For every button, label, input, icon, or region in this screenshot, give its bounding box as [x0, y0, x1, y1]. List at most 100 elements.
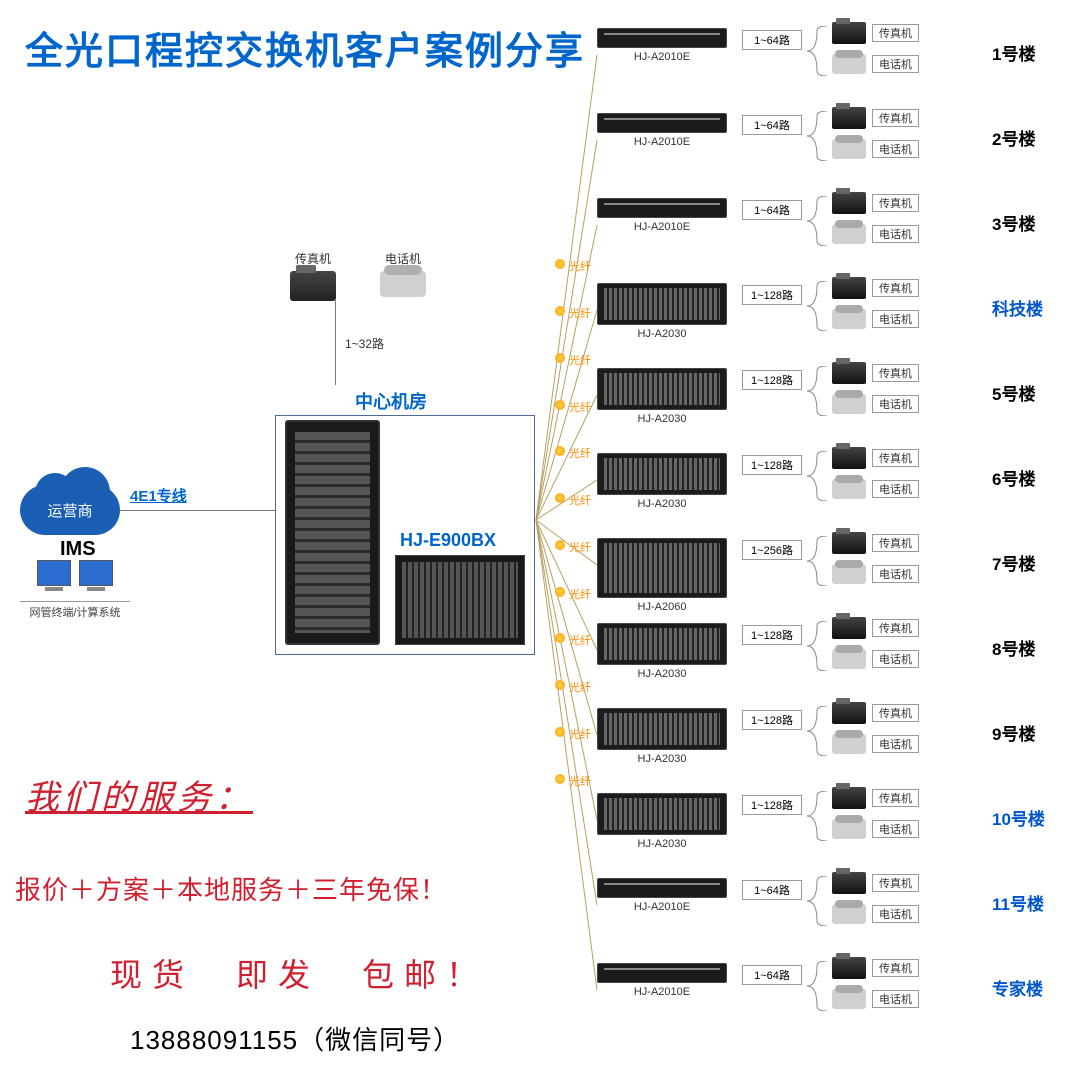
fiber-connector-icon: [555, 727, 565, 737]
device-icon: [597, 793, 727, 835]
fax-icon: [832, 787, 866, 809]
building-row: HJ-A2010E 1~64路 传真机 电话机 3号楼: [597, 190, 1077, 275]
fax-icon: [832, 702, 866, 724]
operator-cloud-label: 运营商: [47, 500, 92, 521]
phone-icon: [832, 224, 866, 244]
device-model: HJ-A2010E: [597, 221, 727, 233]
e1-connection-line: [120, 510, 275, 511]
phone-label: 电话机: [872, 565, 919, 583]
buildings-column: HJ-A2010E 1~64路 传真机 电话机 1号楼 HJ-A2010E 1~…: [597, 20, 1077, 1040]
fax-icon: [832, 447, 866, 469]
bracket-icon: [807, 791, 827, 841]
building-row: HJ-A2030 1~128路 传真机 电话机 5号楼: [597, 360, 1077, 445]
fax-label: 传真机: [872, 789, 919, 807]
route-capacity: 1~64路: [742, 965, 802, 985]
device-icon: [597, 198, 727, 218]
route-capacity: 1~128路: [742, 710, 802, 730]
phone-label: 电话机: [872, 905, 919, 923]
fax-endpoint: 传真机: [832, 362, 982, 384]
building-row: HJ-A2030 1~128路 传真机 电话机 科技楼: [597, 275, 1077, 360]
phone-label: 电话机: [872, 820, 919, 838]
device-model: HJ-A2060: [597, 601, 727, 613]
device-icon: [597, 113, 727, 133]
building-row: HJ-A2060 1~256路 传真机 电话机 7号楼: [597, 530, 1077, 615]
top-phone: 电话机: [380, 250, 426, 297]
building-row: HJ-A2030 1~128路 传真机 电话机 9号楼: [597, 700, 1077, 785]
fiber-connector-icon: [555, 446, 565, 456]
fiber-label: 光纤: [569, 586, 591, 602]
building-name: 3号楼: [992, 210, 1035, 235]
fax-endpoint: 传真机: [832, 107, 982, 129]
route-capacity: 1~64路: [742, 30, 802, 50]
phone-endpoint: 电话机: [832, 734, 982, 754]
page-title: 全光口程控交换机客户案例分享: [25, 20, 585, 75]
remote-device: HJ-A2030: [597, 708, 727, 765]
fiber-label: 光纤: [569, 305, 591, 321]
operator-cloud: 运营商: [20, 485, 120, 535]
phone-icon: [832, 904, 866, 924]
building-name: 10号楼: [992, 805, 1045, 830]
phone-endpoint: 电话机: [832, 309, 982, 329]
bracket-icon: [807, 281, 827, 331]
phone-icon: [832, 649, 866, 669]
phone-label: 电话机: [872, 55, 919, 73]
nms-label: 网管终端/计算系统: [20, 601, 130, 620]
phone-endpoint: 电话机: [832, 139, 982, 159]
phone-icon: [832, 309, 866, 329]
bracket-icon: [807, 536, 827, 586]
fax-endpoint: 传真机: [832, 277, 982, 299]
bracket-icon: [807, 366, 827, 416]
phone-endpoint: 电话机: [832, 224, 982, 244]
fax-endpoint: 传真机: [832, 957, 982, 979]
fiber-connector-icon: [555, 774, 565, 784]
fax-label: 传真机: [872, 619, 919, 637]
phone-endpoint: 电话机: [832, 904, 982, 924]
fiber-label: 光纤: [569, 399, 591, 415]
device-model: HJ-A2030: [597, 328, 727, 340]
phone-endpoint: 电话机: [832, 649, 982, 669]
device-model: HJ-A2010E: [597, 51, 727, 63]
device-icon: [597, 28, 727, 48]
phone-label: 电话机: [872, 480, 919, 498]
phone-icon: [832, 139, 866, 159]
phone-endpoint: 电话机: [832, 564, 982, 584]
building-name: 1号楼: [992, 40, 1035, 65]
route-capacity: 1~128路: [742, 795, 802, 815]
phone-endpoint: 电话机: [832, 479, 982, 499]
route-capacity: 1~64路: [742, 200, 802, 220]
device-icon: [597, 368, 727, 410]
building-name: 科技楼: [992, 295, 1043, 320]
fiber-connector-icon: [555, 306, 565, 316]
remote-device: HJ-A2010E: [597, 963, 727, 998]
monitor-icon: [79, 560, 113, 586]
monitor-icon: [37, 560, 71, 586]
device-model: HJ-A2010E: [597, 901, 727, 913]
fiber-label: 光纤: [569, 632, 591, 648]
phone-icon: [832, 54, 866, 74]
bracket-icon: [807, 451, 827, 501]
fax-endpoint: 传真机: [832, 22, 982, 44]
top-fax: 传真机: [290, 250, 336, 301]
building-row: HJ-A2030 1~128路 传真机 电话机 10号楼: [597, 785, 1077, 870]
building-row: HJ-A2010E 1~64路 传真机 电话机 2号楼: [597, 105, 1077, 190]
fax-label: 传真机: [872, 704, 919, 722]
remote-device: HJ-A2030: [597, 623, 727, 680]
device-icon: [597, 963, 727, 983]
phone-label: 电话机: [872, 395, 919, 413]
fax-endpoint: 传真机: [832, 192, 982, 214]
route-capacity: 1~256路: [742, 540, 802, 560]
phone-icon: [832, 734, 866, 754]
device-model: HJ-A2030: [597, 838, 727, 850]
building-row: HJ-A2010E 1~64路 传真机 电话机 专家楼: [597, 955, 1077, 1040]
fax-label: 传真机: [872, 279, 919, 297]
pbx-model-label: HJ-E900BX: [400, 530, 496, 551]
building-name: 专家楼: [992, 975, 1043, 1000]
phone-endpoint: 电话机: [832, 54, 982, 74]
fiber-label: 光纤: [569, 492, 591, 508]
building-row: HJ-A2010E 1~64路 传真机 电话机 11号楼: [597, 870, 1077, 955]
center-room-label: 中心机房: [355, 388, 427, 414]
fax-icon: [832, 872, 866, 894]
bracket-icon: [807, 26, 827, 76]
route-capacity: 1~128路: [742, 285, 802, 305]
e1-line-label: 4E1专线: [130, 485, 187, 506]
